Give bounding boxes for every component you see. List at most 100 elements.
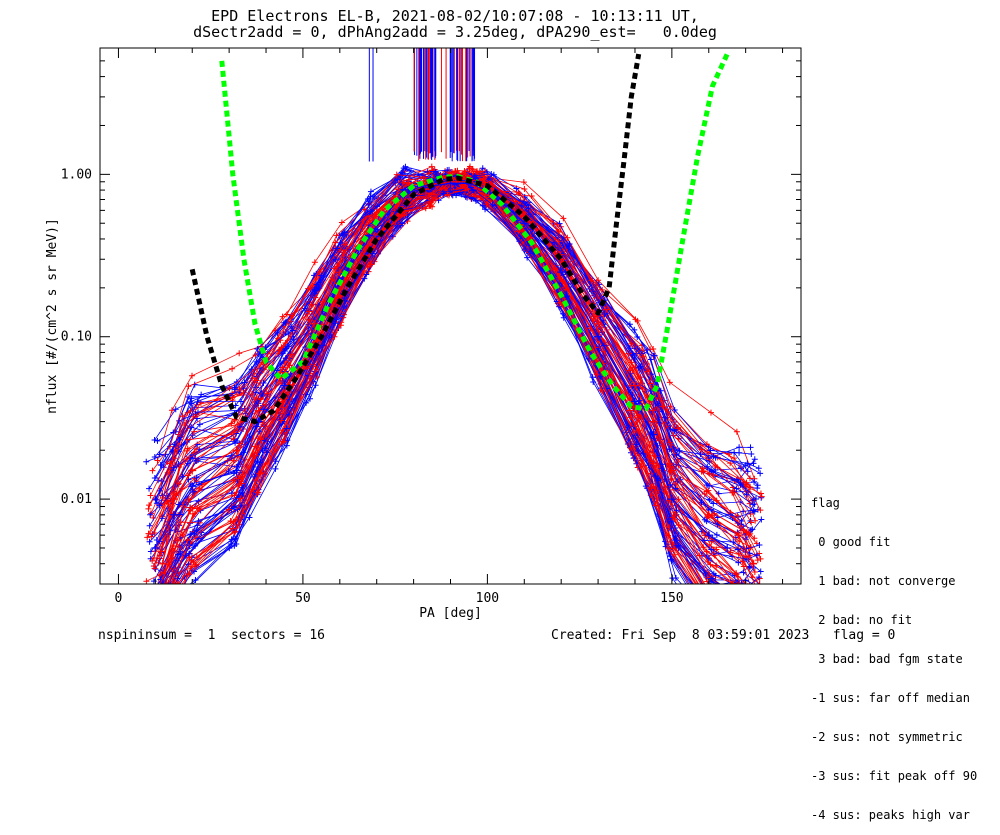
data-point (745, 615, 751, 621)
data-point (751, 592, 757, 598)
data-point (737, 597, 743, 603)
data-point (156, 608, 162, 614)
data-point (162, 603, 168, 609)
data-point (171, 592, 177, 598)
data-point (163, 584, 169, 590)
data-point (743, 599, 749, 605)
data-point (749, 644, 755, 650)
data-point (733, 597, 739, 603)
data-point (160, 587, 166, 593)
data-point (699, 596, 705, 602)
data-point (737, 596, 743, 602)
data-point (703, 603, 709, 609)
data-point (156, 603, 162, 609)
y-axis-label: nflux [#/(cm^2 s sr MeV)] (45, 218, 60, 414)
data-point (744, 595, 750, 601)
data-point (145, 612, 151, 618)
data-point (152, 606, 158, 612)
legend-title: flag (811, 497, 977, 510)
data-point (751, 584, 757, 590)
data-point (757, 470, 763, 476)
data-point (729, 606, 735, 612)
data-point (165, 609, 171, 615)
chart-subtitle: dSectr2add = 0, dPhAng2add = 3.25deg, dP… (0, 26, 910, 39)
data-point (745, 618, 751, 624)
data-point (704, 603, 710, 609)
data-point (155, 616, 161, 622)
data-point (751, 604, 757, 610)
data-point (168, 602, 174, 608)
data-point (703, 598, 709, 604)
data-point (148, 601, 154, 607)
x-tick-label: 0 (115, 591, 123, 606)
data-point (734, 620, 740, 626)
data-point (740, 588, 746, 594)
data-point (156, 643, 162, 649)
data-point (745, 611, 751, 617)
data-point (742, 592, 748, 598)
legend-item: 3 bad: bad fgm state (811, 653, 977, 666)
data-point (156, 592, 162, 598)
data-point (706, 590, 712, 596)
data-point (150, 590, 156, 596)
data-point (747, 646, 753, 650)
data-point (734, 612, 740, 618)
data-point (744, 609, 750, 615)
data-point (739, 621, 745, 627)
data-point (737, 609, 743, 615)
data-point (704, 602, 710, 608)
data-point (747, 606, 753, 612)
data-point (165, 598, 171, 604)
legend-item: -1 sus: far off median (811, 692, 977, 705)
data-point (151, 609, 157, 615)
x-axis-label: PA [deg] (419, 606, 482, 621)
data-point (749, 604, 755, 610)
data-point (709, 600, 715, 606)
data-point (743, 604, 749, 610)
data-point (706, 591, 712, 597)
trace-line (159, 186, 755, 624)
data-point (150, 591, 156, 597)
data-point (733, 598, 739, 604)
data-point (757, 584, 763, 590)
data-point (740, 585, 746, 591)
data-point (167, 589, 173, 595)
data-point (756, 589, 762, 595)
legend-item: 2 bad: no fit (811, 614, 977, 627)
data-point (730, 612, 736, 618)
data-point (750, 590, 756, 596)
data-point (740, 598, 746, 604)
data-point (161, 593, 167, 599)
data-point (701, 608, 707, 614)
data-point (175, 593, 181, 599)
spike-layer (369, 48, 474, 161)
data-point (149, 468, 155, 474)
data-point (172, 602, 178, 608)
data-point (167, 591, 173, 597)
data-point (736, 590, 742, 596)
data-point (732, 612, 738, 618)
y-tick-label: 0.10 (61, 330, 92, 345)
data-point (738, 613, 744, 619)
data-point (155, 591, 161, 597)
data-point (152, 595, 158, 601)
data-point (146, 486, 152, 492)
data-point (749, 617, 755, 623)
data-point (753, 584, 759, 590)
data-point (706, 595, 712, 601)
data-point (756, 612, 762, 618)
y-tick-label: 0.01 (61, 492, 92, 507)
data-point (171, 589, 177, 595)
x-tick-label: 150 (660, 591, 683, 606)
data-point (144, 604, 150, 610)
data-point (749, 574, 755, 580)
data-point (738, 598, 744, 604)
data-point (732, 606, 738, 612)
data-point (701, 593, 707, 599)
data-point (739, 600, 745, 606)
data-point (168, 596, 174, 602)
data-point (702, 584, 708, 590)
data-point (736, 599, 742, 605)
chart-title: EPD Electrons EL-B, 2021-08-02/10:07:08 … (0, 10, 910, 23)
